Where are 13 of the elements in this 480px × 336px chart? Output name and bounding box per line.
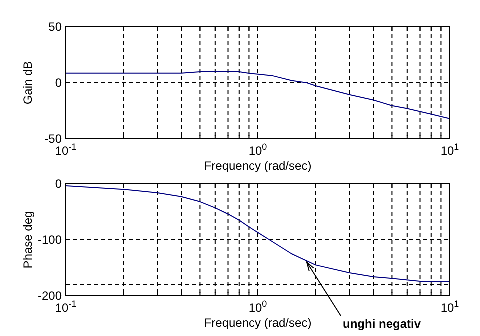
- y-tick-label: 0: [55, 177, 62, 191]
- x-tick-label: 10$^{1}$: [440, 142, 460, 158]
- y-tick-label: 50: [48, 20, 62, 34]
- x-tick-label: 10$^{0}$: [248, 299, 268, 315]
- annotation: unghi negativ: [343, 317, 422, 331]
- x-tick-label: 10$^{0}$: [248, 142, 268, 158]
- x-axis-title: Frequency (rad/sec): [204, 316, 312, 330]
- y-axis-title: Phase deg: [21, 211, 35, 269]
- x-axis-title: Frequency (rad/sec): [204, 159, 312, 173]
- x-tick-label: 10$^{1}$: [440, 299, 460, 315]
- y-tick-label: 0: [55, 76, 62, 90]
- y-axis-title: Gain dB: [21, 61, 35, 105]
- y-tick-label: -100: [38, 233, 62, 247]
